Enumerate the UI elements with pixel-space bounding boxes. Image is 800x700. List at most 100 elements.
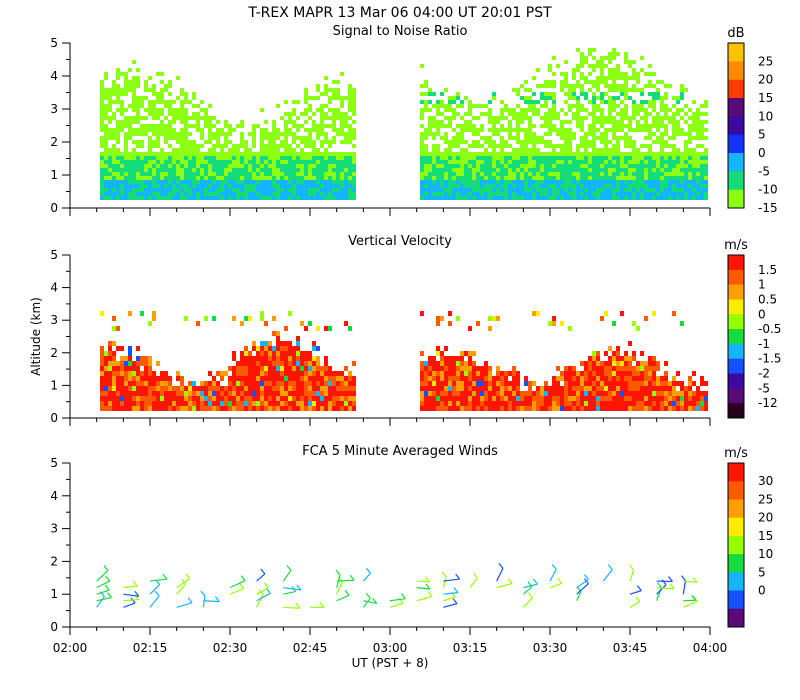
- snr-cell: [568, 192, 572, 196]
- snr-cell: [528, 160, 532, 164]
- velocity-cell: [488, 376, 492, 381]
- snr-cell: [640, 108, 644, 112]
- snr-cell: [684, 152, 688, 156]
- snr-cell: [296, 172, 300, 176]
- snr-cell: [528, 168, 532, 172]
- snr-cell: [592, 68, 596, 72]
- snr-cell: [288, 116, 292, 120]
- wind-barb-flag: [636, 585, 642, 591]
- snr-cell: [692, 100, 696, 104]
- snr-cell: [220, 132, 224, 136]
- snr-cell: [444, 124, 448, 128]
- snr-cell: [324, 196, 328, 200]
- snr-cell: [164, 136, 168, 140]
- snr-cell: [188, 140, 192, 144]
- snr-cell: [584, 140, 588, 144]
- velocity-cell: [252, 371, 256, 376]
- wind-barb-flag: [264, 582, 269, 589]
- snr-cell: [600, 192, 604, 196]
- snr-cell: [424, 172, 428, 176]
- snr-cell: [512, 156, 516, 160]
- velocity-cell: [592, 366, 596, 371]
- snr-cell: [156, 96, 160, 100]
- snr-cell: [184, 100, 188, 104]
- snr-cell: [580, 172, 584, 176]
- snr-cell: [336, 172, 340, 176]
- velocity-cell: [620, 406, 624, 411]
- velocity-cell: [128, 351, 132, 356]
- snr-cell: [484, 188, 488, 192]
- snr-cell: [580, 64, 584, 68]
- snr-cell: [184, 132, 188, 136]
- snr-cell: [316, 128, 320, 132]
- panel-snr: Signal to Noise Ratio0123452520151050-5-…: [50, 24, 778, 216]
- snr-cell: [196, 168, 200, 172]
- velocity-cell: [276, 331, 280, 336]
- velocity-cell: [260, 366, 264, 371]
- snr-cell: [352, 104, 356, 108]
- snr-cell: [252, 140, 256, 144]
- snr-cell: [232, 184, 236, 188]
- snr-cell: [580, 56, 584, 60]
- snr-cell: [156, 100, 160, 104]
- velocity-cell: [324, 366, 328, 371]
- snr-cell: [184, 188, 188, 192]
- snr-cell: [448, 176, 452, 180]
- snr-cell: [508, 188, 512, 192]
- snr-cell: [168, 156, 172, 160]
- velocity-cell: [700, 396, 704, 401]
- snr-cell: [584, 136, 588, 140]
- velocity-cell: [324, 361, 328, 366]
- snr-cell: [240, 156, 244, 160]
- snr-cell: [264, 160, 268, 164]
- velocity-cell: [316, 361, 320, 366]
- snr-cell: [644, 84, 648, 88]
- snr-cell: [192, 184, 196, 188]
- velocity-cell: [204, 391, 208, 396]
- snr-cell: [284, 188, 288, 192]
- snr-cell: [172, 136, 176, 140]
- snr-cell: [656, 184, 660, 188]
- snr-cell: [296, 124, 300, 128]
- velocity-cell: [136, 361, 140, 366]
- snr-cell: [532, 100, 536, 104]
- snr-cell: [612, 48, 616, 52]
- velocity-cell: [192, 396, 196, 401]
- velocity-cell: [212, 396, 216, 401]
- wind-barb: [602, 569, 613, 582]
- snr-cell: [664, 160, 668, 164]
- wind-barb: [283, 587, 301, 591]
- snr-cell: [168, 196, 172, 200]
- snr-cell: [664, 128, 668, 132]
- snr-cell: [452, 188, 456, 192]
- snr-cell: [664, 116, 668, 120]
- snr-cell: [536, 192, 540, 196]
- snr-cell: [468, 120, 472, 124]
- snr-cell: [480, 188, 484, 192]
- snr-cell: [696, 116, 700, 120]
- snr-cell: [660, 188, 664, 192]
- snr-cell: [168, 84, 172, 88]
- velocity-cell: [472, 371, 476, 376]
- snr-cell: [464, 196, 468, 200]
- snr-cell: [492, 160, 496, 164]
- velocity-cell: [184, 391, 188, 396]
- snr-cell: [268, 184, 272, 188]
- snr-cell: [688, 108, 692, 112]
- snr-cell: [272, 148, 276, 152]
- snr-cell: [624, 144, 628, 148]
- snr-cell: [436, 180, 440, 184]
- snr-cell: [104, 136, 108, 140]
- snr-cell: [648, 148, 652, 152]
- snr-cell: [676, 132, 680, 136]
- snr-cell: [352, 160, 356, 164]
- snr-cell: [176, 76, 180, 80]
- velocity-cell: [648, 371, 652, 376]
- velocity-cell: [440, 401, 444, 406]
- snr-cell: [704, 168, 708, 172]
- snr-cell: [328, 88, 332, 92]
- snr-cell: [168, 152, 172, 156]
- snr-cell: [580, 52, 584, 56]
- snr-cell: [200, 192, 204, 196]
- velocity-cell: [260, 356, 264, 361]
